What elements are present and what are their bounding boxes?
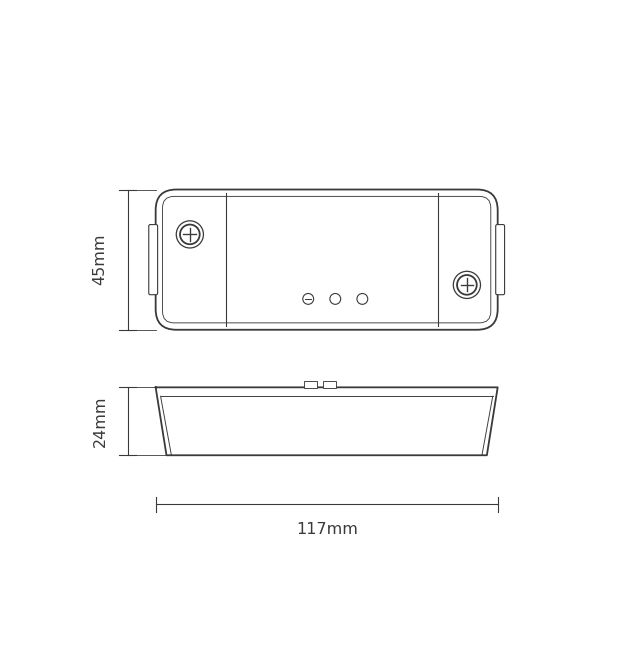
- FancyBboxPatch shape: [149, 225, 157, 295]
- Bar: [323, 381, 336, 389]
- Text: 45mm: 45mm: [93, 234, 107, 285]
- FancyBboxPatch shape: [156, 189, 498, 330]
- FancyBboxPatch shape: [496, 225, 505, 295]
- Text: 117mm: 117mm: [296, 522, 358, 537]
- Text: 24mm: 24mm: [93, 395, 107, 447]
- Bar: [304, 381, 318, 389]
